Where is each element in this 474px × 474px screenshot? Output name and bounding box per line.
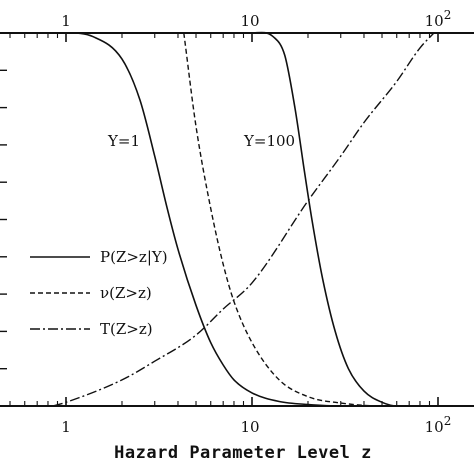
legend-label-p: P(Z>z|Y) [100,248,168,266]
top-tick-label-1: 1 [61,12,71,30]
plot-frame [0,32,474,407]
top-tick-label-10: 10 [240,12,259,30]
top-tick-label-100: 102 [425,8,452,30]
tick-labels: 1 10 102 1 10 102 [61,8,451,436]
legend-label-nu: ν(Z>z) [100,284,152,302]
tick-marks [0,33,439,406]
bottom-tick-label-1: 1 [61,418,71,436]
legend: P(Z>z|Y) ν(Z>z) T(Z>z) [30,248,168,338]
series-lines [0,31,453,407]
legend-label-t: T(Z>z) [100,320,153,338]
series-line-3 [52,32,435,407]
series-line-2 [183,32,420,407]
bottom-tick-label-100: 102 [425,414,452,436]
x-axis-title: Hazard Parameter Level z [114,443,372,463]
series-line-0 [0,32,453,407]
series-annotation-y100: Y=100 [243,132,295,150]
series-annotation-y1: Y=1 [107,132,140,150]
series-line-1 [0,31,453,407]
bottom-tick-label-10: 10 [240,418,259,436]
